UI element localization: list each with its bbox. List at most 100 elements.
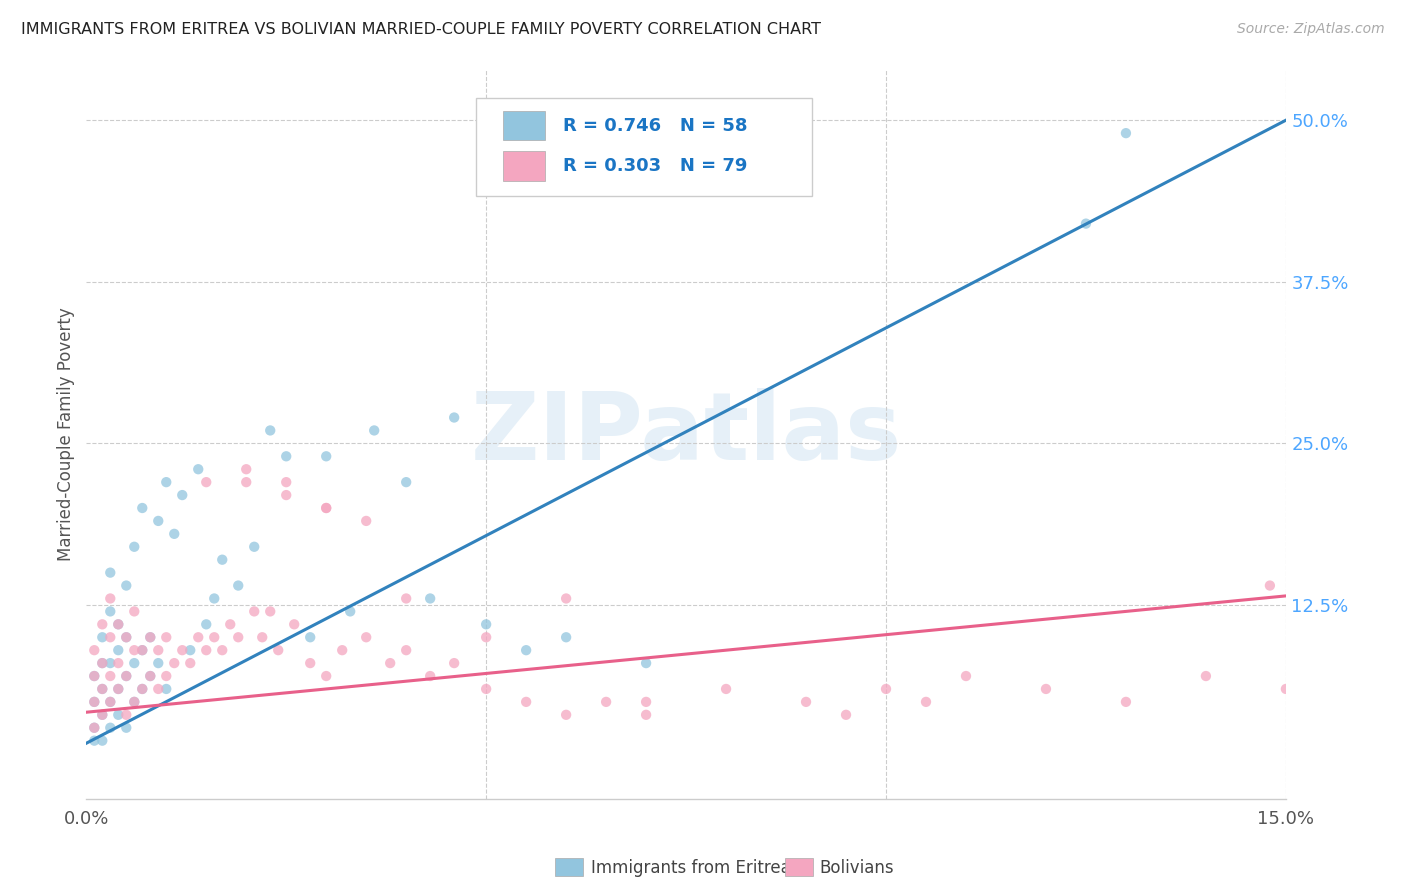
Point [131,643,153,657]
Point [115,707,138,722]
Point [83,695,105,709]
Point [139,630,162,644]
Point [363,424,385,438]
Point [83,733,105,747]
Point [107,656,129,670]
Point [124,540,146,554]
Point [179,643,201,657]
Point [299,630,322,644]
Point [299,656,322,670]
Point [211,643,233,657]
Point [443,410,465,425]
Point [172,643,194,657]
Point [315,501,337,516]
Point [155,630,177,644]
Point [276,450,298,464]
Point [1115,126,1137,140]
Text: R = 0.746   N = 58: R = 0.746 N = 58 [562,117,747,135]
Point [555,591,578,606]
Text: Immigrants from Eritrea: Immigrants from Eritrea [591,859,790,877]
Point [139,630,162,644]
Point [211,552,233,566]
Point [515,643,537,657]
Point [139,669,162,683]
Point [115,669,138,683]
Point [98,721,121,735]
Point [475,630,498,644]
Point [139,669,162,683]
Point [714,681,737,696]
Point [315,669,337,683]
Point [195,643,218,657]
Point [115,721,138,735]
Point [83,643,105,657]
Point [91,707,114,722]
Point [131,643,153,657]
Point [91,707,114,722]
Point [131,681,153,696]
Point [276,475,298,490]
Point [276,488,298,502]
FancyBboxPatch shape [477,98,813,196]
Point [555,707,578,722]
Point [380,656,402,670]
Point [148,643,170,657]
Point [636,656,658,670]
Point [98,604,121,618]
Point [98,591,121,606]
Point [595,695,617,709]
Point [315,450,337,464]
Point [1195,669,1218,683]
Point [107,643,129,657]
Point [107,681,129,696]
Text: IMMIGRANTS FROM ERITREA VS BOLIVIAN MARRIED-COUPLE FAMILY POVERTY CORRELATION CH: IMMIGRANTS FROM ERITREA VS BOLIVIAN MARR… [21,22,821,37]
Point [107,707,129,722]
Point [267,643,290,657]
Point [187,462,209,476]
Point [195,617,218,632]
Point [91,617,114,632]
Point [115,630,138,644]
Point [202,591,225,606]
Point [202,630,225,644]
Point [330,643,353,657]
Point [91,630,114,644]
Point [83,669,105,683]
Text: Source: ZipAtlas.com: Source: ZipAtlas.com [1237,22,1385,37]
Point [131,501,153,516]
Point [243,540,266,554]
Point [226,578,249,592]
Point [419,669,441,683]
Point [636,695,658,709]
Point [179,656,201,670]
Point [163,526,186,541]
Text: R = 0.303   N = 79: R = 0.303 N = 79 [562,157,747,175]
Point [124,604,146,618]
Point [107,617,129,632]
Point [155,475,177,490]
Point [226,630,249,644]
Point [107,617,129,632]
Point [555,630,578,644]
Point [124,695,146,709]
Point [107,681,129,696]
Point [794,695,817,709]
Point [235,475,257,490]
Point [115,669,138,683]
FancyBboxPatch shape [502,152,544,180]
Point [83,695,105,709]
Point [395,591,418,606]
Point [155,681,177,696]
Point [235,462,257,476]
Point [148,514,170,528]
Point [83,721,105,735]
Point [163,656,186,670]
Point [219,617,242,632]
Point [91,656,114,670]
Point [83,669,105,683]
Point [98,656,121,670]
Point [124,695,146,709]
Point [115,578,138,592]
FancyBboxPatch shape [502,112,544,140]
Point [98,669,121,683]
